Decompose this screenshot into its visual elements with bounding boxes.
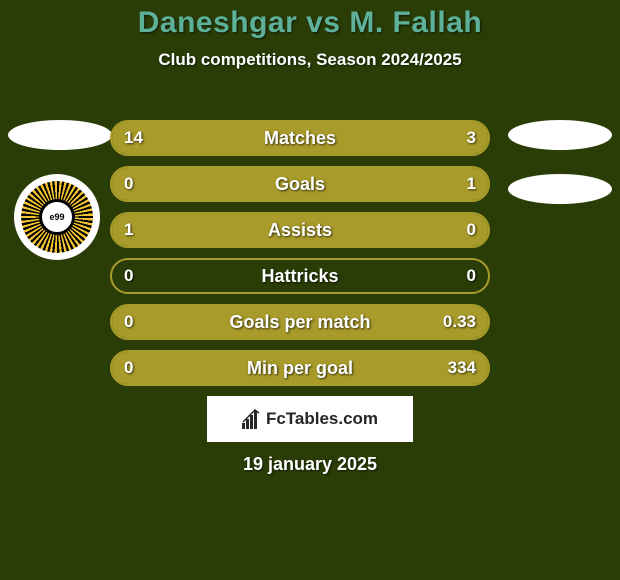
stat-row: 143Matches	[110, 120, 490, 156]
club-badge-center: e99	[39, 199, 75, 235]
stat-label: Goals	[112, 168, 488, 200]
club-badge-sunburst-icon: e99	[21, 181, 93, 253]
stat-label: Goals per match	[112, 306, 488, 338]
page-title: Daneshgar vs M. Fallah	[0, 0, 620, 40]
stat-row: 00.33Goals per match	[110, 304, 490, 340]
stat-row: 00Hattricks	[110, 258, 490, 294]
date-label: 19 january 2025	[243, 454, 377, 475]
left-player-badges: e99	[8, 120, 112, 260]
right-player-badges	[508, 120, 612, 228]
title-player-left: Daneshgar	[138, 6, 298, 39]
fctables-logo-icon	[242, 409, 262, 429]
stat-label: Min per goal	[112, 352, 488, 384]
comparison-card: Daneshgar vs M. Fallah Club competitions…	[0, 0, 620, 580]
club-disc-icon	[508, 174, 612, 204]
stat-label: Hattricks	[112, 260, 488, 292]
stat-row: 01Goals	[110, 166, 490, 202]
title-vs: vs	[306, 6, 340, 39]
title-player-right: M. Fallah	[349, 6, 482, 39]
club-badge-left: e99	[14, 174, 100, 260]
stat-label: Assists	[112, 214, 488, 246]
brand-text: FcTables.com	[266, 409, 378, 429]
brand-box: FcTables.com	[207, 396, 413, 442]
subtitle: Club competitions, Season 2024/2025	[0, 50, 620, 70]
stats-bars: 143Matches 01Goals 10Assists 00Hattricks 00.…	[110, 120, 490, 396]
stat-label: Matches	[112, 122, 488, 154]
player-disc-icon	[508, 120, 612, 150]
stat-row: 0334Min per goal	[110, 350, 490, 386]
player-disc-icon	[8, 120, 112, 150]
stat-row: 10Assists	[110, 212, 490, 248]
